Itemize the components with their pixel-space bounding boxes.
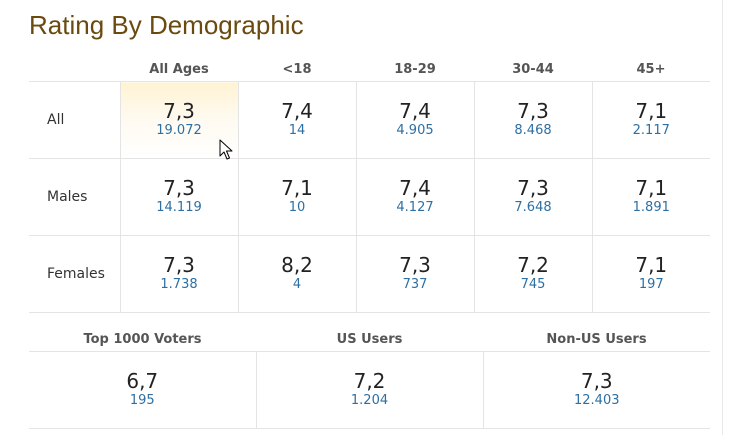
rating-value: 7,4 (399, 99, 431, 123)
rating-cell[interactable]: 7,1 197 (591, 235, 710, 313)
rating-value: 7,2 (353, 369, 386, 393)
rating-cell[interactable]: 7,3 14.119 (119, 158, 238, 236)
rating-value: 7,1 (281, 176, 313, 200)
vote-count-link[interactable]: 2.117 (632, 123, 670, 138)
vote-count-link[interactable]: 19.072 (156, 123, 202, 138)
vote-count-link[interactable]: 4.127 (396, 200, 434, 215)
rating-value: 7,3 (163, 176, 195, 200)
rating-cell[interactable]: 7,2 1.204 (255, 351, 483, 429)
rating-cell[interactable]: 7,2 745 (473, 235, 592, 313)
header-all-ages: All Ages (120, 57, 238, 82)
demographic-table: All Ages <18 18-29 30-44 45+ All 7,3 19.0… (29, 57, 710, 313)
vote-count-link[interactable]: 197 (638, 277, 664, 292)
vote-count-link[interactable]: 12.403 (574, 393, 620, 408)
voter-group-table: Top 1000 Voters US Users Non-US Users 6,… (29, 328, 710, 429)
header-18-29: 18-29 (356, 57, 474, 82)
vote-count-link[interactable]: 4 (292, 277, 302, 292)
rating-cell[interactable]: 7,4 14 (237, 81, 356, 159)
mouse-pointer-icon (219, 139, 233, 160)
rating-value: 7,4 (281, 99, 313, 123)
header-45-plus: 45+ (592, 57, 710, 82)
rating-cell[interactable]: 7,3 8.468 (473, 81, 592, 159)
row-label: Males (29, 158, 120, 236)
vote-count-link[interactable]: 7.648 (514, 200, 552, 215)
rating-cell[interactable]: 7,3 1.738 (119, 235, 238, 313)
vote-count-link[interactable]: 1.204 (350, 393, 389, 408)
rating-value: 7,3 (399, 253, 431, 277)
vote-count-link[interactable]: 14 (288, 123, 306, 138)
voter-group-header-row: Top 1000 Voters US Users Non-US Users (29, 328, 710, 352)
rating-cell[interactable]: 7,3 7.648 (473, 158, 592, 236)
header-30-44: 30-44 (474, 57, 592, 82)
rating-value: 7,2 (517, 253, 549, 277)
vote-count-link[interactable]: 1.891 (632, 200, 670, 215)
rating-cell[interactable]: 7,4 4.905 (355, 81, 474, 159)
header-top-1000-voters: Top 1000 Voters (29, 328, 256, 352)
rating-value: 8,2 (281, 253, 313, 277)
row-males: Males 7,3 14.119 7,1 10 7,4 4.127 7,3 7.648 … (29, 158, 710, 236)
rating-value: 7,1 (635, 253, 668, 277)
rating-cell[interactable]: 7,3 737 (355, 235, 474, 313)
vote-count-link[interactable]: 195 (129, 393, 155, 408)
rating-value: 7,1 (635, 176, 668, 200)
header-non-us-users: Non-US Users (483, 328, 710, 352)
rating-cell[interactable]: 8,2 4 (237, 235, 356, 313)
vote-count-link[interactable]: 745 (520, 277, 546, 292)
rating-cell[interactable]: 7,1 10 (237, 158, 356, 236)
rating-value: 6,7 (126, 369, 159, 393)
vote-count-link[interactable]: 8.468 (514, 123, 552, 138)
row-label: All (29, 81, 120, 159)
age-header-row: All Ages <18 18-29 30-44 45+ (29, 57, 710, 82)
rating-cell[interactable]: 7,3 12.403 (482, 351, 710, 429)
vote-count-link[interactable]: 10 (288, 200, 306, 215)
rating-value: 7,3 (163, 99, 195, 123)
header-us-users: US Users (256, 328, 483, 352)
vote-count-link[interactable]: 4.905 (396, 123, 434, 138)
vote-count-link[interactable]: 14.119 (156, 200, 202, 215)
rating-cell[interactable]: 6,7 195 (29, 351, 256, 429)
rating-cell[interactable]: 7,3 19.072 (119, 81, 238, 159)
rating-cell[interactable]: 7,1 2.117 (591, 81, 710, 159)
panel-right-border (722, 0, 723, 435)
rating-value: 7,3 (580, 369, 613, 393)
rating-cell[interactable]: 7,4 4.127 (355, 158, 474, 236)
header-under-18: <18 (238, 57, 356, 82)
vote-count-link[interactable]: 737 (402, 277, 428, 292)
vote-count-link[interactable]: 1.738 (160, 277, 198, 292)
row-label: Females (29, 235, 120, 313)
corner-header (29, 57, 120, 82)
rating-cell[interactable]: 7,1 1.891 (591, 158, 710, 236)
row-females: Females 7,3 1.738 8,2 4 7,3 737 7,2 745 7,1 1… (29, 235, 710, 313)
section-title: Rating By Demographic (29, 10, 304, 40)
row-all: All 7,3 19.072 7,4 14 7,4 4.905 7,3 8.468 7,… (29, 81, 710, 159)
rating-value: 7,1 (635, 99, 668, 123)
voter-group-row: 6,7 195 7,2 1.204 7,3 12.403 (29, 351, 710, 429)
rating-value: 7,3 (163, 253, 195, 277)
rating-value: 7,4 (399, 176, 431, 200)
rating-value: 7,3 (517, 176, 549, 200)
rating-value: 7,3 (517, 99, 549, 123)
